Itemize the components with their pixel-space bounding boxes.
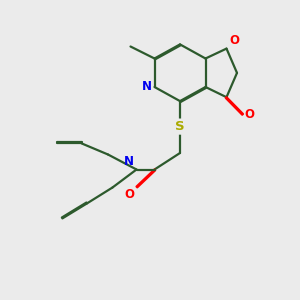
Text: O: O [125, 188, 135, 201]
Text: O: O [245, 107, 255, 121]
Text: N: N [142, 80, 152, 94]
Text: N: N [124, 155, 134, 168]
Text: O: O [229, 34, 239, 47]
Text: S: S [175, 120, 185, 133]
